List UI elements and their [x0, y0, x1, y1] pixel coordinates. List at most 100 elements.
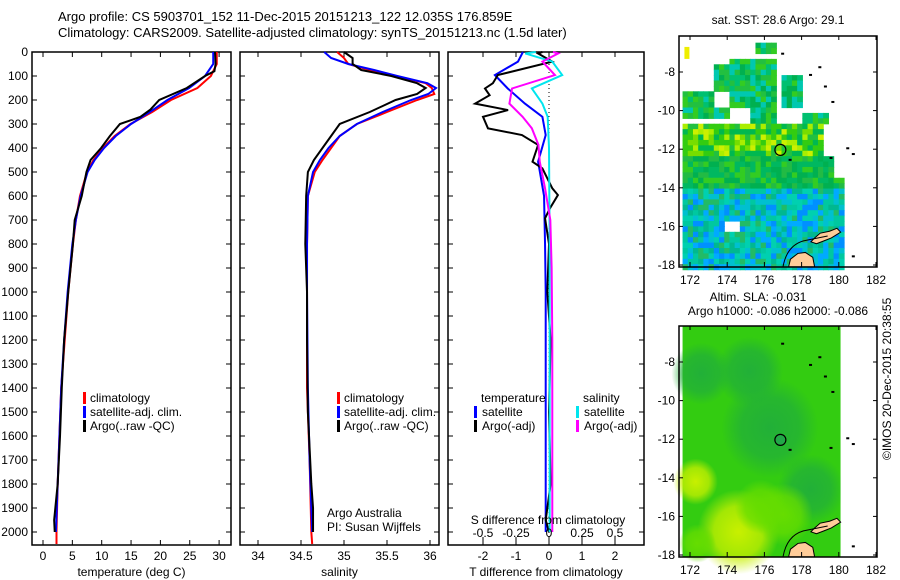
sst-cell — [682, 139, 689, 146]
sst-cell — [765, 91, 772, 98]
sst-cell — [719, 129, 725, 136]
sst-cell — [765, 253, 772, 260]
sst-cell — [750, 156, 757, 163]
sst-cell — [797, 177, 803, 184]
sst-cell — [708, 102, 715, 109]
sst-cell — [724, 253, 731, 260]
temperature-line-0 — [55, 52, 218, 544]
sst-cell — [703, 199, 710, 206]
sst-cell — [739, 258, 746, 265]
sst-cell — [760, 161, 767, 168]
sst-cell — [719, 112, 725, 119]
sst-cell — [745, 96, 751, 103]
sst-cell — [797, 248, 803, 255]
sst-cell — [817, 145, 824, 152]
sst-cell — [776, 166, 783, 173]
sla-anomaly — [678, 524, 717, 563]
sst-cell — [786, 129, 793, 136]
sst-cell — [812, 188, 819, 195]
sst-cell — [719, 172, 725, 179]
sst-cell — [703, 145, 710, 152]
sst-cell — [786, 166, 793, 173]
sst-cell — [802, 112, 809, 119]
sst-cell — [703, 204, 710, 211]
sst-cell — [750, 123, 757, 130]
sst-cell — [703, 107, 710, 114]
sst-cell — [692, 248, 699, 255]
sst-cell — [739, 58, 746, 65]
sst-cell — [703, 161, 710, 168]
sst-cell — [750, 161, 757, 168]
sst-cell — [755, 112, 762, 119]
sst-cell — [817, 156, 824, 163]
sst-cell — [724, 193, 731, 200]
map-x-tick-label: 182 — [866, 563, 886, 577]
sst-cell — [765, 231, 772, 238]
y-tick-label: 1400 — [1, 381, 28, 395]
sst-cell — [719, 242, 725, 249]
sst-cell — [739, 129, 746, 136]
sst-cell — [802, 242, 809, 249]
map-x-tick-label: 174 — [717, 273, 737, 287]
sst-cell — [765, 258, 772, 265]
sst-cell — [786, 242, 793, 249]
sst-cell — [682, 237, 689, 244]
sst-cell — [755, 172, 762, 179]
sst-cell — [692, 161, 699, 168]
sst-cell — [817, 258, 824, 265]
sst-cell — [776, 123, 783, 130]
sst-cell — [791, 172, 798, 179]
sst-cell — [713, 188, 720, 195]
sst-cell — [765, 204, 772, 211]
sst-cell — [682, 226, 689, 233]
sst-cell — [797, 91, 803, 98]
sst-cell — [791, 193, 798, 200]
sst-cell — [802, 150, 809, 157]
x-tick-label: 34.5 — [289, 549, 313, 563]
sst-cell — [739, 253, 746, 260]
y-tick-label: 1500 — [1, 405, 28, 419]
sst-cell — [786, 177, 793, 184]
sst-cell — [765, 226, 772, 233]
sst-cell — [797, 161, 803, 168]
sst-cell — [708, 91, 715, 98]
sst-cell — [734, 145, 741, 152]
sst-cell — [745, 231, 751, 238]
sst-cell — [828, 161, 835, 168]
sst-cell — [692, 145, 699, 152]
sst-cell — [698, 248, 704, 255]
sst-cell — [687, 253, 694, 260]
sst-cell — [755, 199, 762, 206]
sst-cell — [729, 58, 736, 65]
sst-cell — [776, 199, 783, 206]
sst-cell — [797, 193, 803, 200]
sst-cell — [719, 237, 725, 244]
sst-cell — [734, 177, 741, 184]
sst-cell — [823, 204, 829, 211]
sst-cell — [791, 226, 798, 233]
sst-cell — [817, 177, 824, 184]
sst-cell — [750, 145, 757, 152]
sst-cell — [802, 231, 809, 238]
small-island — [818, 66, 822, 69]
sst-cell — [713, 112, 720, 119]
sst-cell — [739, 69, 746, 76]
small-island — [829, 446, 833, 449]
sst-cell — [797, 80, 803, 87]
sst-cell — [719, 220, 725, 227]
sst-cell — [739, 91, 746, 98]
sst-cell — [745, 80, 751, 87]
sst-cell — [713, 166, 720, 173]
sst-cell — [786, 96, 793, 103]
sst-cell — [708, 204, 715, 211]
sst-cell — [828, 210, 835, 217]
sst-cell — [771, 166, 777, 173]
sst-cell — [802, 161, 809, 168]
sst-cell — [708, 199, 715, 206]
map-y-tick-label: -14 — [658, 181, 676, 195]
sst-cell — [734, 210, 741, 217]
sst-cell — [703, 210, 710, 217]
sst-cell — [703, 253, 710, 260]
sst-cell — [719, 215, 725, 222]
